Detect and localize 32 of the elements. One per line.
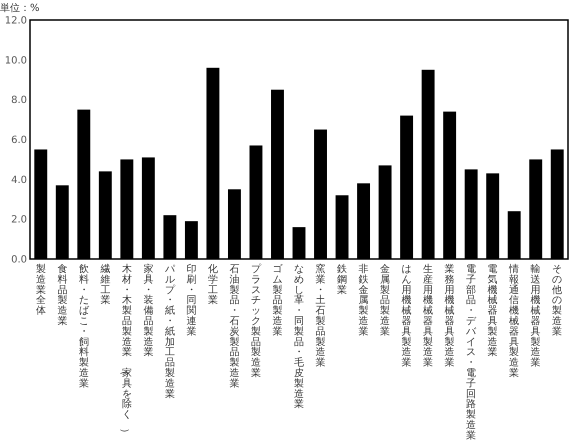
x-tick-label: 食料品製造業 — [57, 263, 68, 327]
x-tick-label: 非鉄金属製造業 — [358, 263, 369, 338]
category-label: はん用機械器具製造業 — [402, 264, 412, 369]
category-label: 石油製品・石炭製品製造業 — [229, 264, 240, 390]
category-label: 輸送用機械器具製造業 — [530, 264, 541, 369]
x-tick-label: 印刷・同関連業 — [186, 263, 196, 338]
category-label: 業務用機械器具製造業 — [444, 264, 455, 369]
y-axis-title: 単位：% — [0, 2, 40, 14]
y-tick-label: 0.0 — [11, 254, 27, 266]
y-tick-label: 12.0 — [4, 16, 27, 26]
category-label: 情報通信機械器具製造業 — [509, 264, 520, 379]
y-tick-label: 4.0 — [11, 174, 27, 186]
x-tick-label: 繊維工業 — [99, 263, 110, 306]
y-tick-label: 2.0 — [11, 214, 27, 226]
x-tick-label: その他の製造業 — [552, 264, 562, 338]
y-tick-label: 6.0 — [11, 135, 27, 146]
x-tick-label: 鉄鋼業 — [337, 263, 348, 296]
y-tick-label: 10.0 — [4, 55, 27, 66]
category-label: 電気機械器具製造業 — [488, 264, 498, 358]
x-tick-label: ゴム製品製造業 — [272, 263, 284, 338]
category-label: 飲料・たばこ・飼料製造業 — [78, 264, 89, 390]
x-tick-label: 化学工業 — [208, 263, 218, 306]
category-label: 窯業・土石製品製造業 — [316, 264, 326, 369]
category-label: プラスチック製品製造業 — [250, 264, 261, 379]
category-label: 生産用機械器具製造業 — [423, 264, 434, 369]
category-label: 電子部品・デバイス・電子回路製造業 — [466, 264, 476, 442]
y-tick-label: 8.0 — [11, 95, 27, 106]
category-label: パルプ・紙・紙加工品製造業 — [164, 264, 175, 400]
x-tick-label: 金属製品製造業 — [380, 263, 390, 338]
x-tick-label: 製造業全体 — [36, 263, 46, 317]
category-label: 家具・装備品製造業 — [143, 264, 154, 358]
category-label: なめし革・同製品・毛皮製造業 — [294, 264, 304, 410]
